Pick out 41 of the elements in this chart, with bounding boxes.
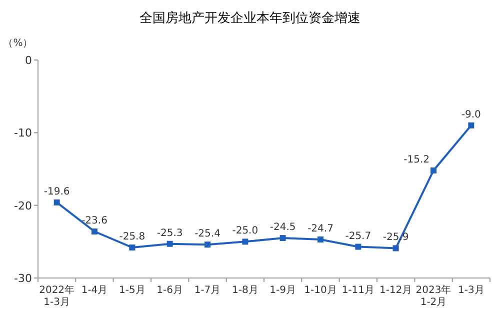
x-tick-label: 1-5月 <box>118 285 146 296</box>
point <box>92 228 98 234</box>
x-tick-label: 1-12月 <box>379 285 412 296</box>
x-tick-label: 1-4月 <box>81 285 108 296</box>
y-tick-label: -30 <box>14 272 32 284</box>
x-tick-label: 1-9月 <box>270 285 296 296</box>
data-label: -24.7 <box>308 223 334 234</box>
data-label: -15.2 <box>404 154 430 166</box>
data-label: -24.5 <box>270 222 296 234</box>
point <box>280 235 286 242</box>
point <box>166 240 173 247</box>
x-tick-label: 1-11月 <box>342 285 375 296</box>
point <box>318 236 324 242</box>
chart-title: 全国房地产开发企业本年到位资金增速 <box>140 10 360 26</box>
x-tick-label: 1-8月 <box>232 285 258 296</box>
x-tick-label: 1-7月 <box>194 285 221 296</box>
y-tick-label: -20 <box>14 198 32 212</box>
data-label: -25.3 <box>156 228 183 239</box>
x-tick-label: 1-10月 <box>304 285 337 296</box>
data-label: -25.0 <box>232 226 258 237</box>
x-tick-label: 2022年 1-3月 <box>39 284 75 308</box>
point <box>355 244 362 250</box>
y-tick-label: -10 <box>14 126 32 140</box>
point <box>129 244 136 250</box>
point <box>54 199 60 206</box>
data-label: -23.6 <box>82 215 108 226</box>
x-tick-label: 2023年 1-2月 <box>416 284 452 308</box>
data-label: -9.0 <box>461 109 481 120</box>
point <box>468 122 474 128</box>
point <box>204 242 210 248</box>
point <box>242 238 248 245</box>
data-label: -25.7 <box>345 230 372 242</box>
data-label: -25.8 <box>119 231 146 242</box>
point <box>392 245 399 252</box>
data-label: -19.6 <box>44 186 70 198</box>
x-tick-label: 1-3月 <box>458 285 484 296</box>
point <box>430 167 436 174</box>
data-label: -25.4 <box>194 228 220 240</box>
y-axis-title: （%） <box>3 38 33 49</box>
y-tick-label: 0 <box>25 54 32 66</box>
x-tick-label: 1-6月 <box>156 285 184 296</box>
